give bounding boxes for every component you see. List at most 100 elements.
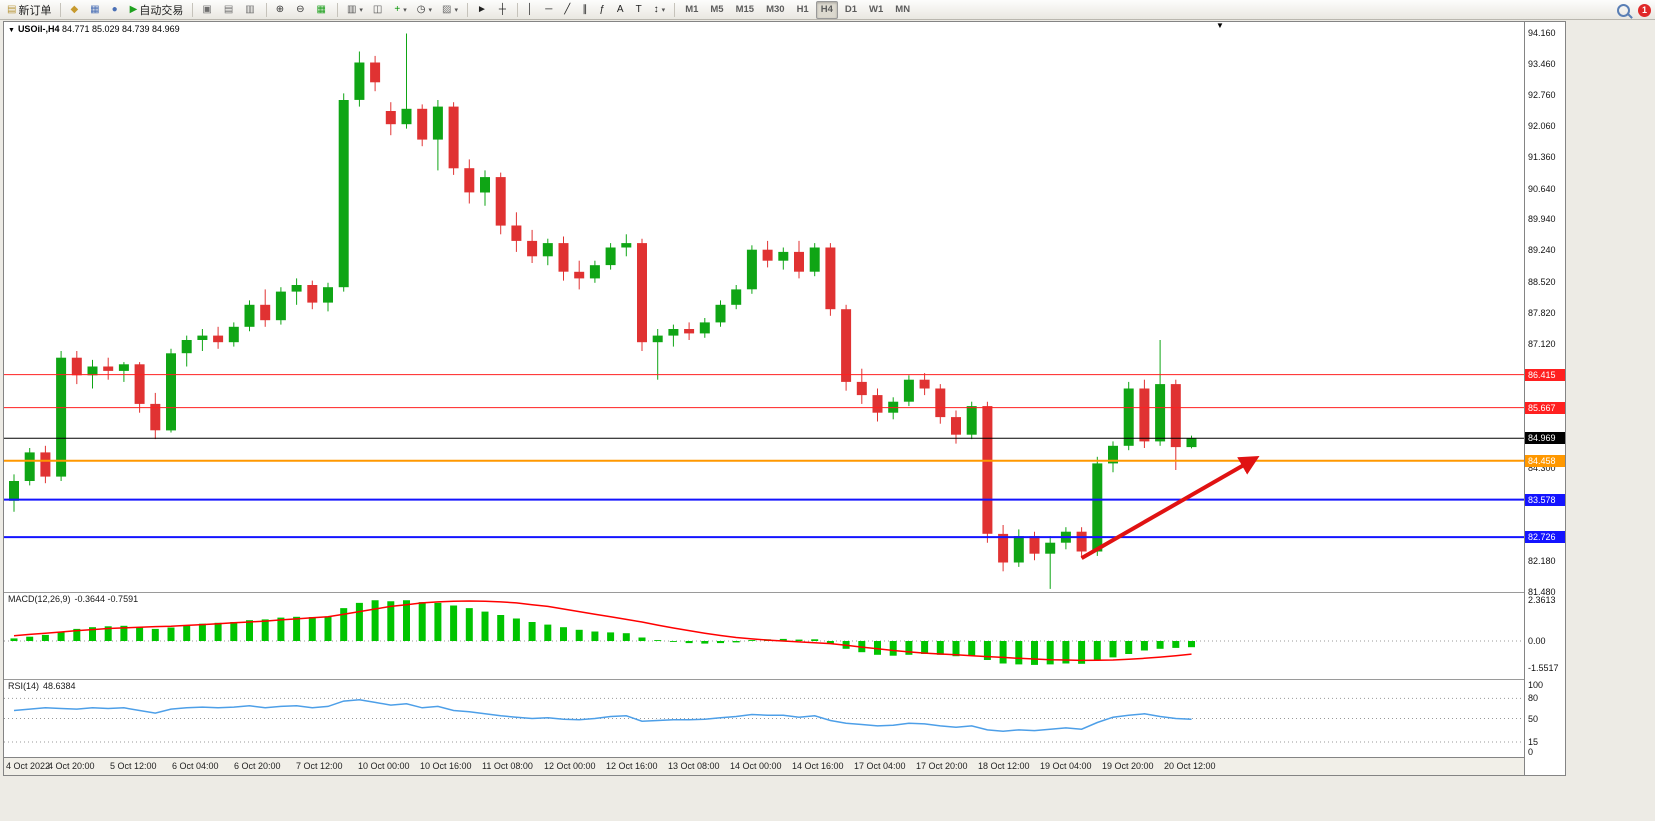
time-label: 12 Oct 00:00 xyxy=(544,761,596,771)
text-button[interactable]: A xyxy=(613,1,630,19)
axis-tick: 84.300 xyxy=(1528,463,1556,473)
tf-h1-button[interactable]: H1 xyxy=(792,1,814,19)
vertical-line-button[interactable]: │ xyxy=(523,1,539,19)
time-label: 7 Oct 12:00 xyxy=(296,761,343,771)
tf-m30-button[interactable]: M30 xyxy=(761,1,789,19)
crosshair-button[interactable]: ┼ xyxy=(495,1,512,19)
templates-button[interactable]: ▨ ▾ xyxy=(438,1,462,19)
panel-divider[interactable] xyxy=(4,592,1525,593)
price-badge: 84.458 xyxy=(1525,455,1565,467)
navigator-button[interactable]: ● xyxy=(108,1,124,19)
time-label: 19 Oct 20:00 xyxy=(1102,761,1154,771)
tf-d1-label: D1 xyxy=(844,4,858,15)
tf-m1-button[interactable]: M1 xyxy=(680,1,703,19)
zoom-in-button[interactable]: ⊕ xyxy=(272,1,290,19)
rsi-panel[interactable]: RSI(14) 48.6384 xyxy=(4,680,1525,757)
zoom-out-button[interactable]: ⊖ xyxy=(292,1,310,19)
auto-trading-label: 自动交易 xyxy=(139,4,184,17)
time-label: 11 Oct 08:00 xyxy=(482,761,533,771)
chart-candle-mode-button[interactable]: ◫ xyxy=(369,1,388,19)
time-label: 4 Oct 20:00 xyxy=(48,761,95,771)
dropdown-arrow-icon: ▾ xyxy=(403,6,407,14)
tile-charts-button[interactable]: ▦ xyxy=(313,1,332,19)
navigator-icon: ● xyxy=(111,3,118,15)
tf-w1-label: W1 xyxy=(869,4,884,15)
time-label: 18 Oct 12:00 xyxy=(978,761,1030,771)
time-label: 10 Oct 00:00 xyxy=(358,761,410,771)
trendline-button[interactable]: ╱ xyxy=(560,1,576,19)
time-label: 5 Oct 12:00 xyxy=(110,761,157,771)
price-axis[interactable]: 94.160 93.460 92.760 92.060 91.360 90.640 89.9… xyxy=(1524,22,1565,775)
price-chart-panel[interactable]: ▼ USOil-,H4 84.771 85.029 84.739 84.969 ▼ xyxy=(4,22,1525,592)
tf-m5-button[interactable]: M5 xyxy=(705,1,728,19)
toolbar-separator xyxy=(60,2,62,17)
ohlc-readout: 84.771 85.029 84.739 84.969 xyxy=(61,24,180,34)
chart-bar-mode-button[interactable]: ▥ ▾ xyxy=(343,1,367,19)
zoom-out-icon: ⊖ xyxy=(296,3,305,15)
axis-tick: 92.760 xyxy=(1528,90,1556,100)
indicators-button[interactable]: + ▾ xyxy=(390,1,410,19)
tf-h4-button[interactable]: H4 xyxy=(815,0,838,19)
symbol-dropdown-triangle-icon[interactable]: ▼ xyxy=(8,27,15,34)
axis-tick: 100 xyxy=(1528,680,1544,690)
auto-trading-button[interactable]: ▶ 自动交易 xyxy=(126,1,188,19)
time-label: 4 Oct 2022 xyxy=(6,761,51,771)
rsi-value: 48.6384 xyxy=(43,681,76,691)
new-order-button[interactable]: ▤ 新订单 xyxy=(3,1,55,19)
time-label: 14 Oct 00:00 xyxy=(730,761,782,771)
macd-panel[interactable]: MACD(12,26,9) -0.3644 -0.7591 xyxy=(4,593,1525,679)
horizontal-line-button[interactable]: ─ xyxy=(541,1,558,19)
tile-windows-button[interactable]: ▣ xyxy=(198,1,217,19)
arrow-objects-button[interactable]: ↕ ▾ xyxy=(650,1,670,19)
data-window-button[interactable]: ▦ xyxy=(86,1,105,19)
bar-chart-icon: ▥ xyxy=(346,3,357,15)
text-icon: A xyxy=(616,3,624,15)
tf-d1-button[interactable]: D1 xyxy=(840,1,862,19)
search-icon[interactable] xyxy=(1617,3,1630,17)
candlestick-icon: ◫ xyxy=(372,3,383,15)
axis-tick: 87.820 xyxy=(1528,308,1556,318)
tf-m15-button[interactable]: M15 xyxy=(731,1,759,19)
tf-mn-button[interactable]: MN xyxy=(890,1,915,19)
macd-values: -0.3644 -0.7591 xyxy=(74,594,139,604)
text-label-button[interactable]: T xyxy=(632,1,648,19)
axis-tick: 90.640 xyxy=(1528,184,1556,194)
fibonacci-button[interactable]: ƒ xyxy=(595,1,611,19)
cascade-windows-button[interactable]: ▤ xyxy=(220,1,239,19)
tf-w1-button[interactable]: W1 xyxy=(864,1,888,19)
tile-windows-icon: ▣ xyxy=(202,3,212,15)
arrange-windows-icon: ▥ xyxy=(245,3,255,15)
clock-icon: ◷ xyxy=(416,3,426,15)
price-badge: 86.415 xyxy=(1525,369,1565,381)
price-badge: 84.969 xyxy=(1525,432,1565,444)
price-badge: 82.726 xyxy=(1525,531,1565,543)
tile-charts-icon: ▦ xyxy=(316,3,326,15)
fibonacci-icon: ƒ xyxy=(599,3,605,15)
cursor-button[interactable]: ► xyxy=(473,1,493,19)
channel-button[interactable]: ∥ xyxy=(578,1,593,19)
axis-tick: 80 xyxy=(1528,693,1539,703)
dropdown-arrow-icon: ▾ xyxy=(428,6,432,14)
periods-button[interactable]: ◷ ▾ xyxy=(413,1,436,19)
horizontal-line-icon: ─ xyxy=(545,3,553,15)
market-watch-button[interactable]: ◆ xyxy=(66,1,84,19)
toolbar-separator xyxy=(336,2,338,17)
dropdown-arrow-icon: ▾ xyxy=(359,6,363,14)
tf-m15-label: M15 xyxy=(735,4,755,15)
trendline-icon: ╱ xyxy=(564,3,571,15)
macd-plot xyxy=(4,600,1525,665)
panel-divider[interactable] xyxy=(4,679,1525,680)
rsi-plot xyxy=(4,697,1525,743)
cascade-windows-icon: ▤ xyxy=(223,3,234,15)
chart-shift-marker-icon[interactable]: ▼ xyxy=(1216,22,1224,30)
time-axis[interactable]: 4 Oct 2022 4 Oct 20:00 5 Oct 12:00 6 Oct 04… xyxy=(4,757,1525,775)
arrange-windows-button[interactable]: ▥ xyxy=(241,1,260,19)
axis-tick: 89.940 xyxy=(1528,214,1556,224)
toolbar: ▤ 新订单 ◆ ▦ ● ▶ 自动交易 ▣ ▤ ▥ ⊕ ⊖ ▦ ▥ ▾ ◫ + ▾ ◷ ▾ ▨ ▾ ► ┼ │ ─ ╱ ∥ ƒ A T ↕ ▾ M1… xyxy=(0,0,1655,20)
time-label: 14 Oct 16:00 xyxy=(792,761,844,771)
axis-tick: 89.240 xyxy=(1528,245,1556,255)
notification-badge[interactable]: 1 xyxy=(1638,3,1651,17)
axis-tick: 92.060 xyxy=(1528,121,1556,131)
toolbar-separator xyxy=(516,2,518,17)
candlestick-plot[interactable] xyxy=(4,22,1525,592)
